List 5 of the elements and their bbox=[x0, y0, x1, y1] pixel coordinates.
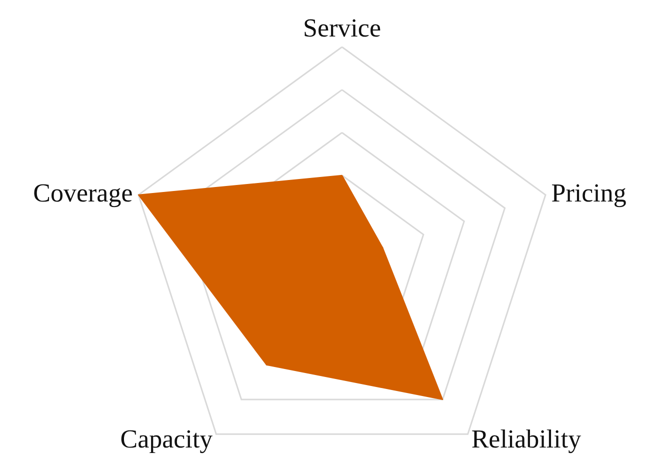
spoke-label: Capacity bbox=[120, 424, 213, 454]
spoke-label: Reliability bbox=[471, 424, 582, 454]
spoke-label: Pricing bbox=[551, 178, 626, 208]
spoke-label: Coverage bbox=[33, 178, 133, 208]
spoke-label: Service bbox=[303, 14, 381, 42]
